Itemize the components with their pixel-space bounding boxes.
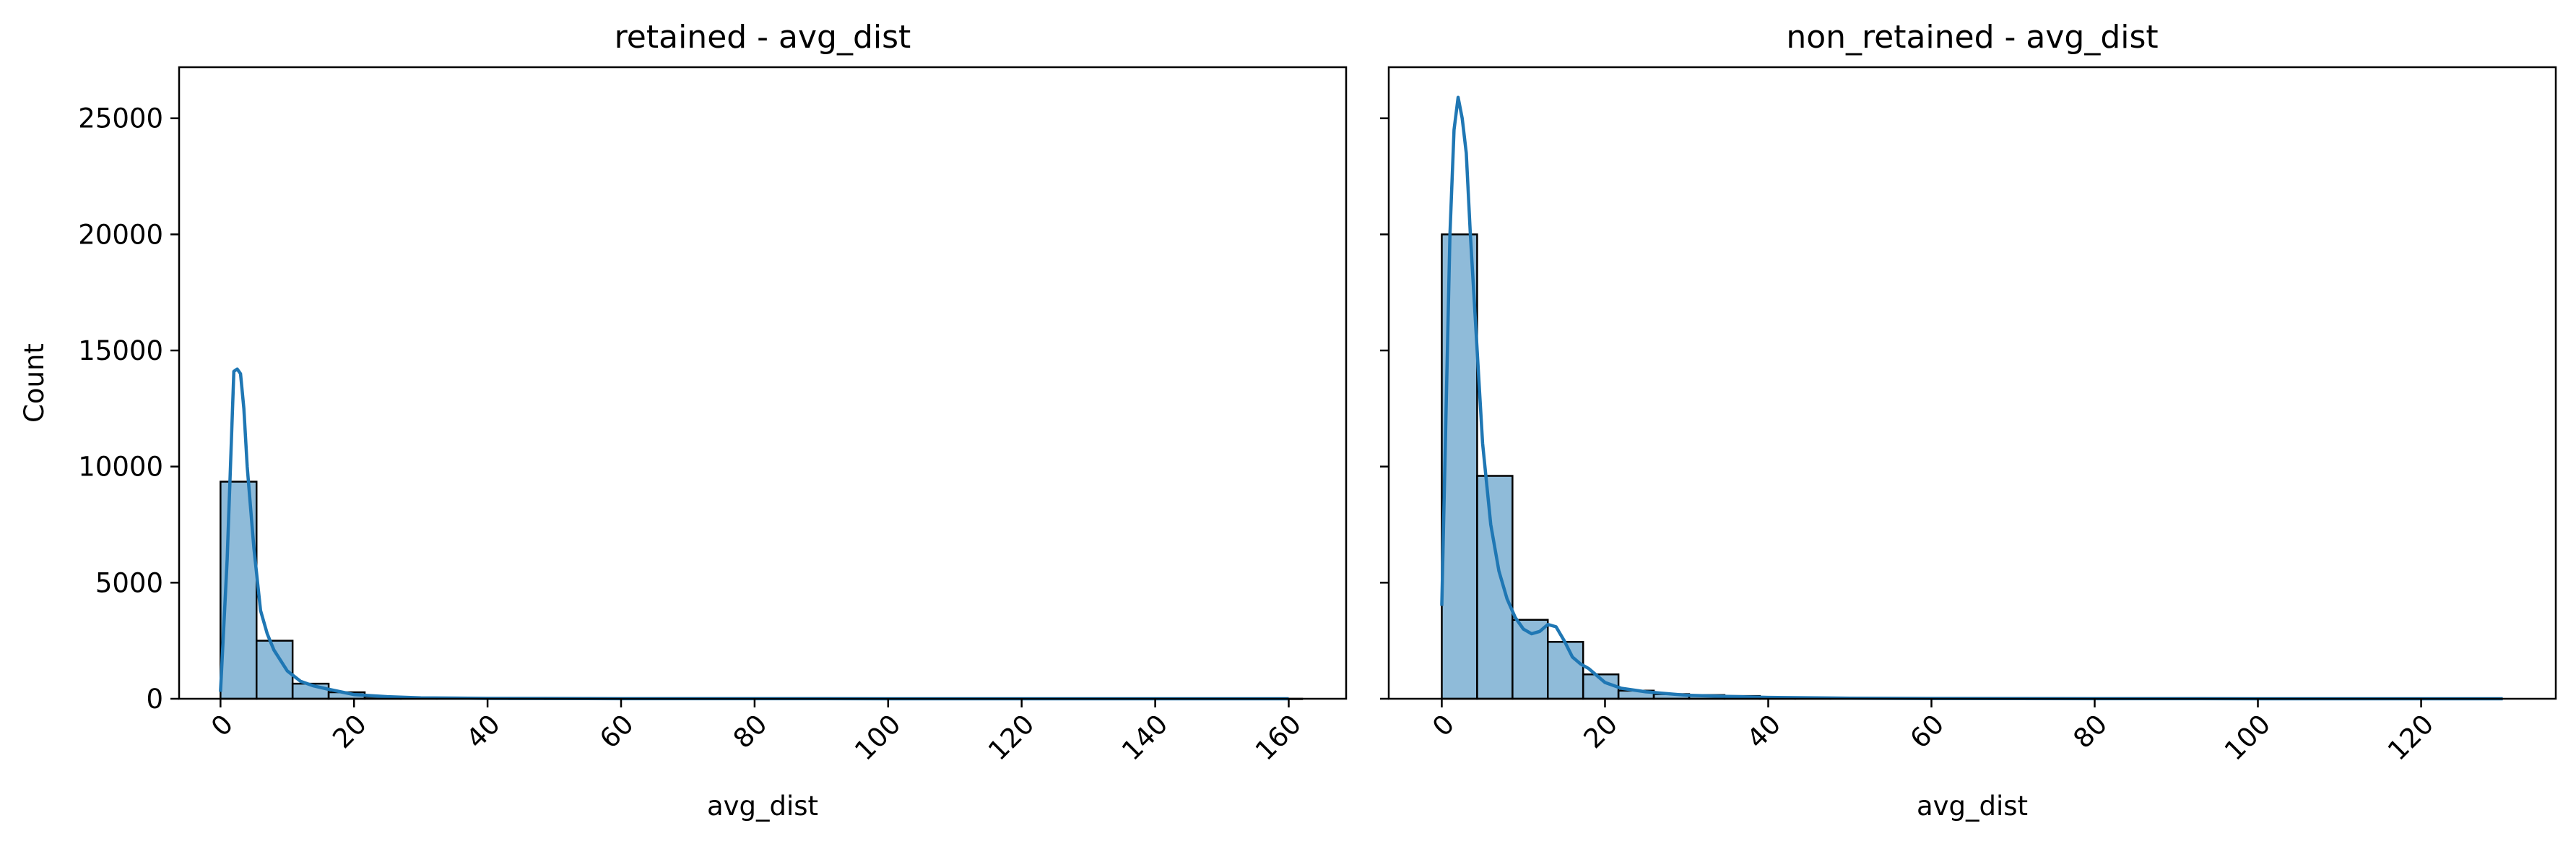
x-axis: 0 20 40 60 80 100 120 140 160 xyxy=(205,699,1307,767)
x-tick-label: 80 xyxy=(2068,708,2114,754)
x-tick-label: 120 xyxy=(982,708,1040,766)
chart-retained: retained - avg_dist 0 5000 10000 15000 20000… xyxy=(19,19,1348,822)
y-tick-label: 10000 xyxy=(78,452,163,483)
kde-line xyxy=(219,367,1289,701)
chart-title: non_retained - avg_dist xyxy=(1786,19,2158,56)
y-axis-label: Count xyxy=(19,343,50,423)
plot-frame xyxy=(1387,66,2557,700)
chart-title: retained - avg_dist xyxy=(615,19,911,56)
y-tick-label: 0 xyxy=(146,684,163,715)
x-axis-label: avg_dist xyxy=(707,791,818,822)
x-tick-label: 120 xyxy=(2382,708,2440,766)
x-tick-label: 0 xyxy=(205,708,239,742)
x-tick-label: 40 xyxy=(1741,708,1787,754)
histogram-bars xyxy=(220,481,1304,700)
y-tick-label: 5000 xyxy=(95,567,163,598)
plot-frame xyxy=(178,66,1348,700)
chart-non-retained: non_retained - avg_dist 0 20 40 60 80 100 120 … xyxy=(1380,19,2557,822)
x-tick-label: 60 xyxy=(594,708,640,754)
y-axis xyxy=(1380,117,1389,700)
y-tick-label: 20000 xyxy=(78,219,163,250)
x-tick-label: 20 xyxy=(326,708,373,754)
x-tick-label: 100 xyxy=(2219,708,2276,766)
x-tick-label: 160 xyxy=(1249,708,1307,766)
x-tick-label: 20 xyxy=(1578,708,1624,754)
y-tick-label: 15000 xyxy=(78,335,163,366)
x-tick-label: 80 xyxy=(727,708,773,754)
kde-line xyxy=(1440,95,2503,701)
y-axis: 0 5000 10000 15000 20000 25000 xyxy=(78,103,179,715)
x-axis: 0 20 40 60 80 100 120 xyxy=(1426,699,2440,767)
x-tick-label: 100 xyxy=(849,708,906,766)
x-axis-label: avg_dist xyxy=(1917,791,2028,822)
histogram-bar xyxy=(1547,641,1584,700)
histogram-bars xyxy=(1441,233,2503,700)
y-tick-label: 25000 xyxy=(78,103,163,134)
x-tick-label: 60 xyxy=(1904,708,1951,754)
x-tick-label: 40 xyxy=(460,708,506,754)
x-tick-label: 140 xyxy=(1116,708,1174,766)
x-tick-label: 0 xyxy=(1426,708,1460,742)
histogram-bar xyxy=(1476,475,1514,700)
